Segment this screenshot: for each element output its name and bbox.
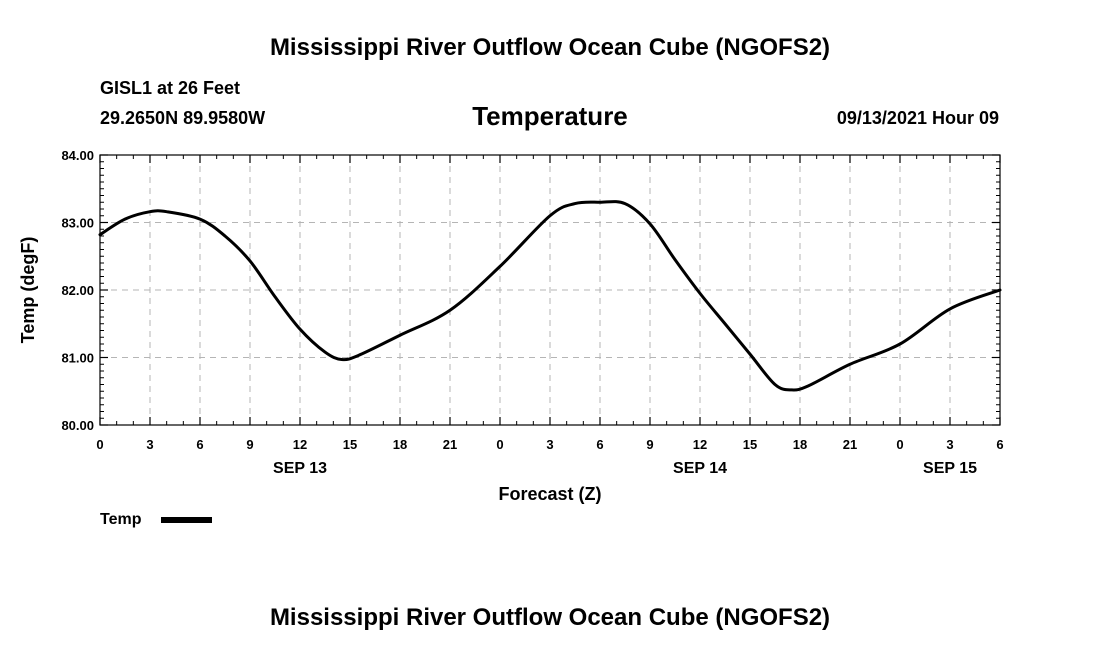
- y-axis-label: Temp (degF): [18, 237, 38, 344]
- x-tick-label: 9: [246, 437, 253, 452]
- x-tick-label: 15: [743, 437, 757, 452]
- date-label: SEP 13: [273, 460, 327, 477]
- x-tick-label: 15: [343, 437, 357, 452]
- x-tick-label: 6: [996, 437, 1003, 452]
- variable-label: Temperature: [472, 101, 628, 131]
- x-tick-label: 21: [443, 437, 457, 452]
- x-tick-label: 6: [596, 437, 603, 452]
- x-tick-label: 9: [646, 437, 653, 452]
- x-tick-label: 3: [546, 437, 553, 452]
- x-tick-label: 18: [393, 437, 407, 452]
- x-tick-label: 12: [693, 437, 707, 452]
- date-label: SEP 15: [923, 460, 977, 477]
- series: [98, 200, 1002, 392]
- x-tick-label: 6: [196, 437, 203, 452]
- coords-label: 29.2650N 89.9580W: [100, 108, 265, 128]
- x-tick-label: 21: [843, 437, 857, 452]
- footer-title: Mississippi River Outflow Ocean Cube (NG…: [270, 604, 830, 631]
- chart-title: Mississippi River Outflow Ocean Cube (NG…: [270, 34, 830, 61]
- y-tick-label: 83.00: [61, 216, 94, 231]
- x-axis-label: Forecast (Z): [498, 484, 601, 504]
- y-tick-label: 80.00: [61, 418, 94, 433]
- grid: [100, 155, 1000, 425]
- timestamp-label: 09/13/2021 Hour 09: [837, 108, 999, 128]
- x-tick-label: 18: [793, 437, 807, 452]
- series-line-temp: [98, 200, 1002, 392]
- x-tick-label: 0: [496, 437, 503, 452]
- legend-label: Temp: [100, 511, 142, 528]
- tick-labels: 0 3 6 9 12 15 18 21 0 3 6 9 12 15 18 21 0 3 6 80.00 81.00 82.…: [61, 148, 1003, 477]
- y-tick-label: 84.00: [61, 148, 94, 163]
- date-label: SEP 14: [673, 460, 727, 477]
- plot-frame: [99, 154, 1001, 426]
- x-tick-label: 0: [96, 437, 103, 452]
- x-tick-label: 0: [896, 437, 903, 452]
- x-tick-label: 3: [146, 437, 153, 452]
- station-label: GISL1 at 26 Feet: [100, 78, 240, 98]
- x-tick-label: 12: [293, 437, 307, 452]
- y-tick-label: 81.00: [61, 351, 94, 366]
- y-tick-label: 82.00: [61, 283, 94, 298]
- x-tick-label: 3: [946, 437, 953, 452]
